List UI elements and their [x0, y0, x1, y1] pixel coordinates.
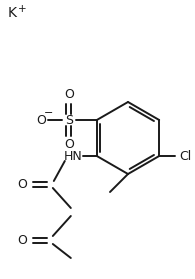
Text: Cl: Cl: [179, 150, 191, 162]
Text: S: S: [65, 114, 73, 126]
Text: +: +: [18, 4, 27, 14]
Text: O: O: [17, 234, 27, 247]
Text: O: O: [17, 177, 27, 191]
Text: O: O: [64, 138, 74, 151]
Text: K: K: [8, 6, 17, 20]
Text: O: O: [64, 88, 74, 102]
Text: HN: HN: [63, 150, 82, 162]
Text: O: O: [36, 114, 46, 126]
Text: −: −: [44, 108, 53, 118]
